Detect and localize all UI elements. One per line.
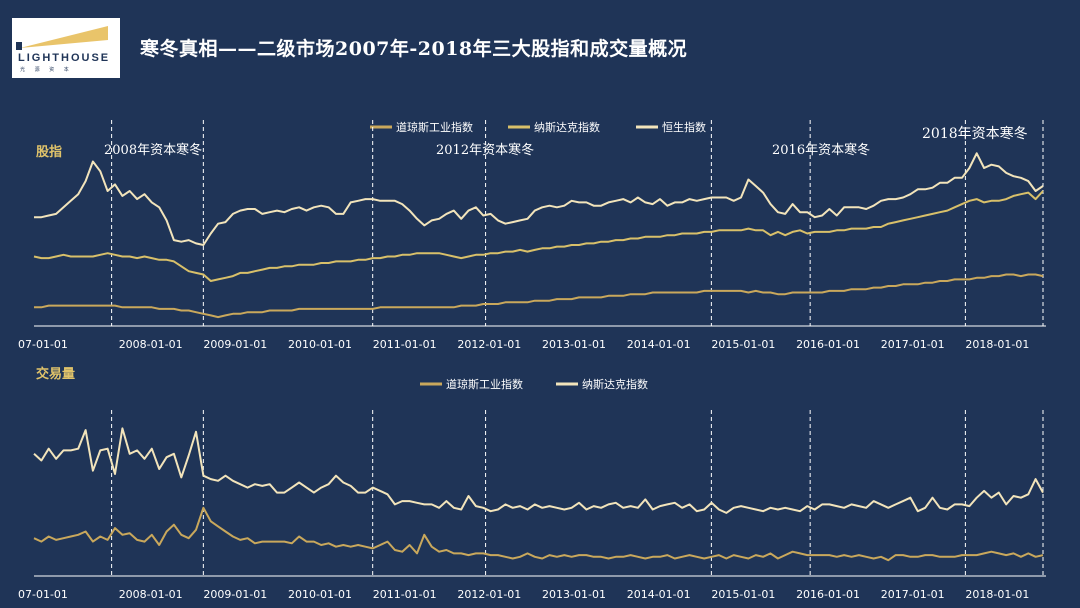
volume-vlines xyxy=(111,410,1044,576)
series-line-0 xyxy=(33,506,1044,562)
legend-label-0: 道琼斯工业指数 xyxy=(446,377,523,391)
x-tick-label: 2009-01-01 xyxy=(203,338,267,351)
volume-panel: 交易量 道琼斯工业指数 纳斯达克指数 07-01-01 2008-01-01 2009… xyxy=(18,366,1046,601)
logo-brand-text: LIGHTHOUSE xyxy=(18,52,111,64)
x-tick-label: 2014-01-01 xyxy=(627,338,691,351)
x-tick-label: 07-01-01 xyxy=(18,338,68,351)
x-tick-label: 2010-01-01 xyxy=(288,338,352,351)
winter-annotation: 2016年资本寒冬 xyxy=(772,142,870,158)
x-tick-label: 2013-01-01 xyxy=(542,588,606,601)
x-tick-label: 2013-01-01 xyxy=(542,338,606,351)
logo-sub-text: 光 源 资 本 xyxy=(20,67,73,73)
winter-annotation: 2018年资本寒冬 xyxy=(922,125,1028,142)
x-tick-label: 2017-01-01 xyxy=(881,338,945,351)
x-tick-label: 2016-01-01 xyxy=(796,338,860,351)
x-tick-label: 2015-01-01 xyxy=(711,338,775,351)
x-tick-label: 2009-01-01 xyxy=(203,588,267,601)
winter-annotation: 2012年资本寒冬 xyxy=(436,142,534,158)
legend-label-2: 恒生指数 xyxy=(662,120,706,134)
lighthouse-beam-icon xyxy=(16,26,108,50)
index-vlines xyxy=(111,120,1044,326)
volume-x-ticks: 07-01-01 2008-01-01 2009-01-01 2010-01-01 20… xyxy=(18,588,1029,601)
index-x-ticks: 07-01-01 2008-01-01 2009-01-01 2010-01-01 20… xyxy=(18,338,1029,351)
legend-label-1: 纳斯达克指数 xyxy=(534,120,600,134)
series-line-2 xyxy=(34,152,1044,246)
x-tick-label: 2010-01-01 xyxy=(288,588,352,601)
x-tick-label: 2018-01-01 xyxy=(965,588,1029,601)
volume-legend: 道琼斯工业指数 纳斯达克指数 xyxy=(420,377,648,391)
x-tick-label: 2008-01-01 xyxy=(119,588,183,601)
x-tick-label: 2015-01-01 xyxy=(711,588,775,601)
series-line-1 xyxy=(33,427,1044,514)
x-tick-label: 2012-01-01 xyxy=(457,588,521,601)
volume-panel-label: 交易量 xyxy=(36,366,75,382)
volume-series xyxy=(33,427,1044,562)
index-panel: 股指 道琼斯工业指数 纳斯达克指数 恒生指数 2008年资本寒冬 2012年资本寒冬 2… xyxy=(18,120,1046,351)
x-tick-label: 2014-01-01 xyxy=(627,588,691,601)
index-legend: 道琼斯工业指数 纳斯达克指数 恒生指数 xyxy=(370,120,706,134)
index-annotations: 2008年资本寒冬 2012年资本寒冬 2016年资本寒冬 2018年资本寒冬 xyxy=(104,125,1028,158)
index-panel-label: 股指 xyxy=(36,144,62,160)
series-line-1 xyxy=(33,190,1044,282)
x-tick-label: 2011-01-01 xyxy=(373,588,437,601)
x-tick-label: 07-01-01 xyxy=(18,588,68,601)
x-tick-label: 2016-01-01 xyxy=(796,588,860,601)
x-tick-label: 2018-01-01 xyxy=(965,338,1029,351)
series-line-0 xyxy=(34,273,1044,319)
index-series xyxy=(33,152,1044,319)
x-tick-label: 2012-01-01 xyxy=(457,338,521,351)
lighthouse-logo: LIGHTHOUSE 光 源 资 本 xyxy=(12,18,120,78)
legend-label-0: 道琼斯工业指数 xyxy=(396,120,473,134)
x-tick-label: 2017-01-01 xyxy=(881,588,945,601)
x-tick-label: 2008-01-01 xyxy=(119,338,183,351)
winter-annotation: 2008年资本寒冬 xyxy=(104,142,202,158)
page-title: 寒冬真相——二级市场2007年-2018年三大股指和成交量概况 xyxy=(140,38,688,60)
legend-label-1: 纳斯达克指数 xyxy=(582,377,648,391)
x-tick-label: 2011-01-01 xyxy=(373,338,437,351)
